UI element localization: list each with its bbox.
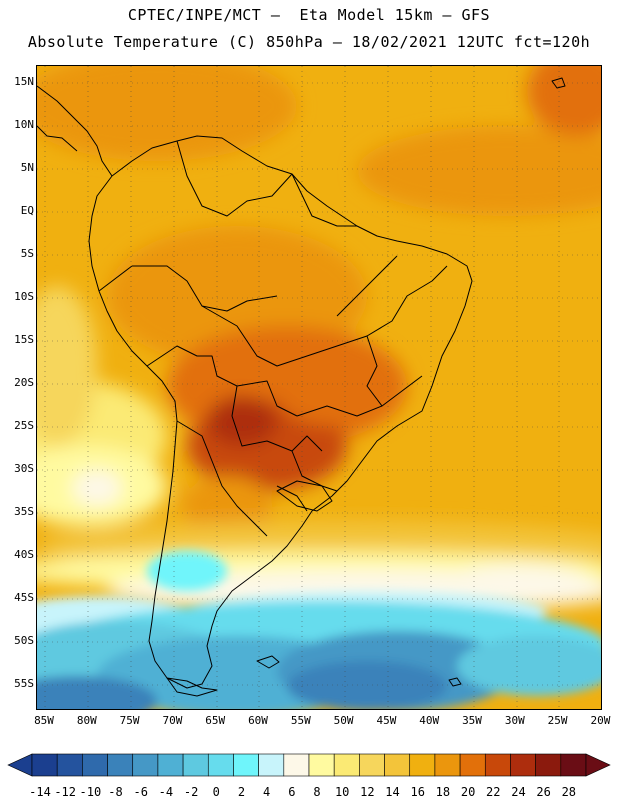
colorbar-tick-label: -12 [54, 785, 77, 799]
lon-tick-label: 25W [547, 714, 568, 727]
colorbar-swatch [258, 753, 285, 777]
colorbar-swatch [157, 753, 184, 777]
lat-tick-label: EQ [20, 204, 34, 217]
colorbar-swatch [384, 753, 411, 777]
lat-tick-label: 10N [14, 118, 34, 131]
colorbar-swatch [107, 753, 134, 777]
lat-tick-label: 35S [14, 505, 34, 518]
colorbar-tick-label: -2 [183, 785, 199, 799]
lon-tick-label: 75W [119, 714, 140, 727]
lon-tick-label: 65W [205, 714, 226, 727]
colorbar-swatch [535, 753, 562, 777]
colorbar-tick-label: -14 [29, 785, 51, 799]
lon-tick-label: 35W [462, 714, 482, 727]
colorbar-tick-label: 28 [561, 785, 577, 799]
lon-tick-label: 50W [333, 714, 354, 727]
colorbar-tick-label: 12 [360, 785, 375, 799]
temperature-map [36, 65, 602, 710]
colorbar-tick-label: -10 [79, 785, 102, 799]
lat-tick-label: 40S [14, 548, 34, 561]
colorbar-tick-label: -4 [158, 785, 174, 799]
colorbar-swatch [560, 753, 587, 777]
colorbar-swatch [31, 753, 58, 777]
colorbar-swatch [510, 753, 536, 777]
lon-tick-label: 55W [290, 714, 311, 727]
lon-tick-label: 70W [162, 714, 183, 727]
colorbar-swatch [484, 753, 511, 777]
colorbar-tick-label: 26 [536, 785, 551, 799]
lat-tick-label: 30S [14, 462, 34, 475]
colorbar-swatch [182, 753, 209, 777]
colorbar-min-arrow [7, 753, 33, 777]
colorbar-tick-label: -8 [108, 785, 123, 799]
colorbar-swatch [56, 753, 83, 777]
colorbar-tick-label: 0 [212, 785, 220, 799]
colorbar-tick-label: 10 [334, 785, 350, 799]
colorbar-swatch [333, 753, 360, 777]
lon-tick-label: 20W [590, 714, 611, 727]
lat-tick-label: 45S [14, 591, 34, 604]
lat-tick-label: 5N [20, 161, 34, 174]
colorbar-tick-label: 6 [288, 785, 296, 799]
lat-tick-label: 50S [14, 634, 34, 647]
lat-tick-label: 55S [14, 677, 34, 690]
colorbar-max-arrow [585, 753, 611, 777]
colorbar-tick-label: 2 [237, 785, 246, 799]
lon-tick-label: 30W [504, 714, 525, 727]
colorbar-tick-label: 24 [511, 785, 526, 799]
colorbar-swatch [283, 753, 310, 777]
lon-tick-label: 60W [248, 714, 268, 727]
colorbar-swatch [233, 753, 259, 777]
colorbar-tick-label: 18 [435, 785, 451, 799]
colorbar-tick-label: 22 [486, 785, 501, 799]
lon-tick-label: 40W [419, 714, 440, 727]
colorbar-swatch [308, 753, 335, 777]
lat-tick-label: 15S [14, 333, 34, 346]
colorbar-tick-label: 16 [410, 785, 425, 799]
colorbar-swatch [434, 753, 461, 777]
colorbar-swatch [132, 753, 159, 777]
colorbar-swatch [207, 753, 234, 777]
lat-tick-label: 15N [14, 75, 34, 88]
lon-tick-label: 85W [34, 714, 54, 727]
colorbar-tick-label: 8 [313, 785, 321, 799]
map-title: CPTEC/INPE/MCT – Eta Model 15km – GFS [127, 6, 491, 24]
lat-tick-label: 10S [14, 290, 34, 303]
lon-tick-label: 80W [76, 714, 97, 727]
colorbar-swatch [409, 753, 436, 777]
lat-tick-label: 25S [14, 419, 34, 432]
temperature-colorbar [7, 753, 611, 777]
colorbar-swatch [82, 753, 108, 777]
colorbar-tick-label: 4 [263, 785, 271, 799]
colorbar-tick-label: -6 [133, 785, 148, 799]
map-subtitle: Absolute Temperature (C) 850hPa – 18/02/… [27, 33, 591, 51]
colorbar-tick-label: 20 [460, 785, 476, 799]
lat-tick-label: 5S [20, 247, 34, 260]
colorbar-swatch [359, 753, 385, 777]
colorbar-swatch [459, 753, 486, 777]
lat-tick-label: 20S [14, 376, 34, 389]
lon-tick-label: 45W [376, 714, 397, 727]
colorbar-tick-label: 14 [385, 785, 400, 799]
